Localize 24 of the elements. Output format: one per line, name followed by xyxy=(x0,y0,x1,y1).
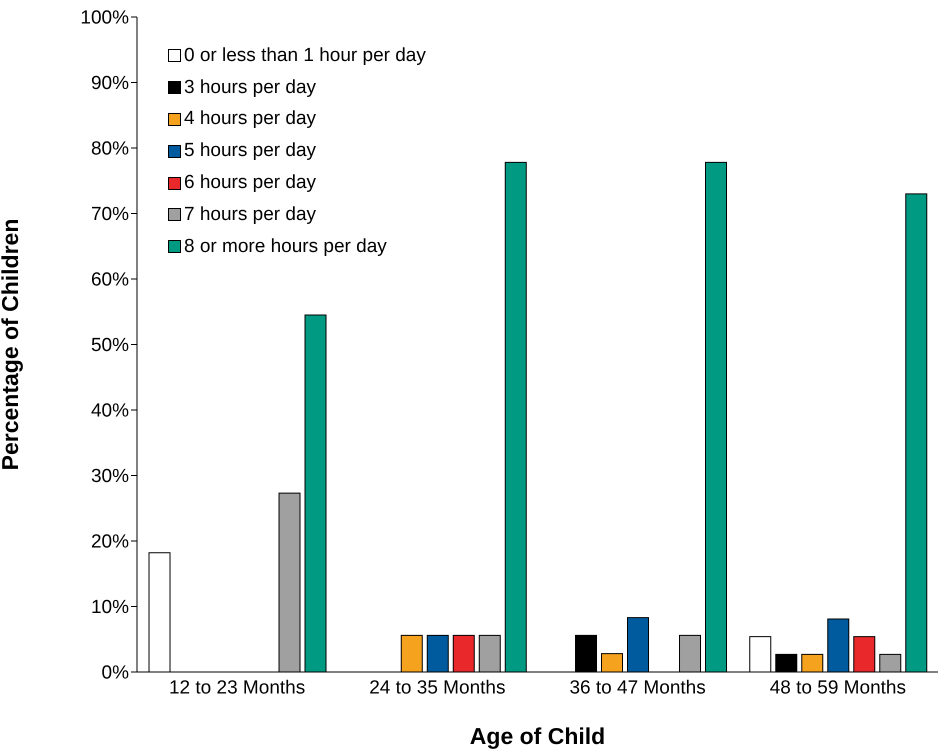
y-tick-label: 40% xyxy=(90,400,130,422)
y-tick-label: 80% xyxy=(90,138,130,160)
y-axis-title: Percentage of Children xyxy=(0,218,24,470)
x-tick-label: 48 to 59 Months xyxy=(770,677,906,698)
y-tick-label: 70% xyxy=(90,204,130,226)
y-tick-label: 30% xyxy=(90,466,130,488)
legend-label: 7 hours per day xyxy=(184,204,316,226)
x-tick-label: 12 to 23 Months xyxy=(168,677,306,698)
x-tick-label: 24 to 35 Months xyxy=(369,677,506,698)
y-tick-label: 50% xyxy=(90,335,130,356)
legend-label: 4 hours per day xyxy=(184,108,316,130)
y-tick-label: 10% xyxy=(90,597,130,618)
legend-label: 8 or more hours per day xyxy=(184,236,387,258)
y-tick-label: 60% xyxy=(90,270,130,291)
y-tick-label: 90% xyxy=(90,73,130,94)
legend-label: 5 hours per day xyxy=(184,140,316,162)
legend-label: 6 hours per day xyxy=(184,172,316,194)
x-tick-label: 36 to 47 Months xyxy=(569,677,706,698)
y-tick-label: 100% xyxy=(80,8,130,29)
x-axis-title: Age of Child xyxy=(470,723,606,749)
y-tick-label: 0% xyxy=(102,662,130,684)
legend-label: 3 hours per day xyxy=(184,76,316,99)
y-tick-label: 20% xyxy=(90,532,130,553)
legend-label: 0 or less than 1 hour per day xyxy=(184,44,426,67)
